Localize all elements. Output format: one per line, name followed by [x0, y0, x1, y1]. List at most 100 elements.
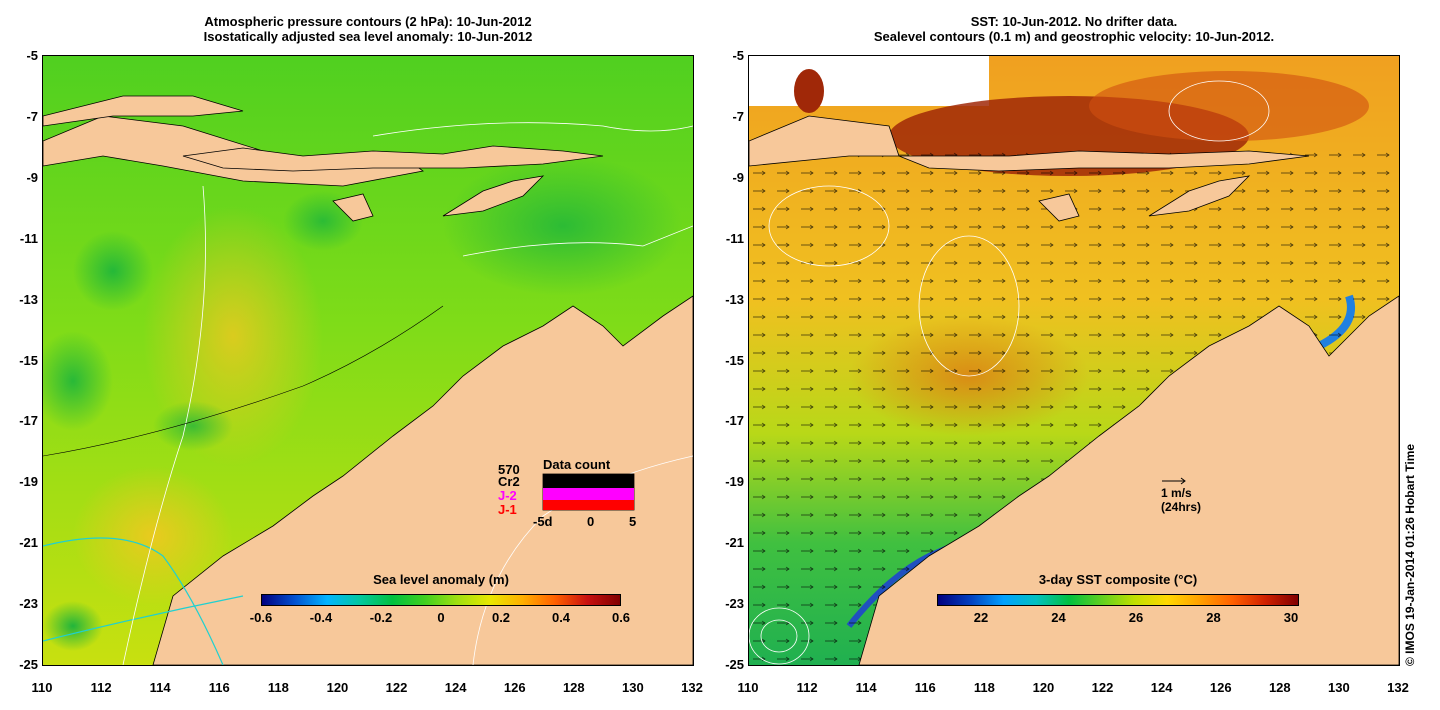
- x-axis-tick-label: 124: [444, 680, 467, 695]
- sst-colorbar-label: 3-day SST composite (°C): [1038, 572, 1198, 587]
- data-count-tick: 5: [629, 514, 637, 529]
- left-title: Atmospheric pressure contours (2 hPa): 1…: [42, 14, 694, 44]
- y-axis-tick-label: -23: [725, 596, 744, 612]
- left-title-line1: Atmospheric pressure contours (2 hPa): 1…: [204, 14, 532, 29]
- data-count-series-j2: J-2: [498, 488, 517, 503]
- velocity-scale-period: (24hrs): [1161, 500, 1202, 514]
- sea-level-contour: [760, 619, 798, 653]
- sst-map-canvas: [749, 56, 1399, 665]
- sst-warm-patch: [794, 69, 824, 113]
- colorbar-tick-label: -0.6: [249, 610, 273, 625]
- colorbar-tick-label: 24: [1051, 610, 1066, 625]
- sea-level-anomaly-map[interactable]: Data count 570 Cr2 J-2 J-1 -5d 0 5 Sea l…: [42, 55, 694, 666]
- data-count-max: 570: [498, 462, 520, 477]
- sea-level-contour: [1168, 80, 1270, 142]
- data-count-tick: -5d: [533, 514, 553, 529]
- sumba-island: [1038, 193, 1080, 222]
- bathymetry-contour: [43, 305, 444, 457]
- borneo-coast: [43, 95, 244, 127]
- sst-colorbar: 3-day SST composite (°C) 22 24 26 28 30: [937, 572, 1299, 642]
- x-axis-tick-label: 130: [1328, 680, 1350, 695]
- y-axis-tick-label: -19: [725, 474, 744, 490]
- x-axis-tick-label: 110: [31, 680, 53, 695]
- x-axis-tick-label: 118: [267, 680, 289, 695]
- lesser-sunda-islands: [898, 150, 1310, 172]
- sea-level-contour: [768, 185, 890, 267]
- y-axis-tick-label: -17: [19, 413, 38, 429]
- y-axis-tick-label: -13: [19, 291, 38, 307]
- x-axis-tick-label: 112: [796, 680, 818, 695]
- colorbar-tick-label: 0.4: [551, 610, 571, 625]
- data-count-inset: [542, 473, 635, 511]
- y-axis-tick-label: -9: [26, 169, 38, 185]
- sst-warm-pool: [1089, 71, 1369, 141]
- y-axis-tick-label: -15: [19, 352, 38, 368]
- y-axis-tick-label: -17: [725, 413, 744, 429]
- colorbar-tick-label: 22: [973, 610, 989, 625]
- colorbar-tick-label: -0.2: [369, 610, 393, 625]
- sla-contour: [122, 185, 206, 665]
- data-count-title: Data count: [543, 457, 611, 472]
- x-axis-tick-label: 126: [503, 680, 526, 695]
- sla-contour: [462, 225, 693, 257]
- colorbar-tick-label: -0.4: [309, 610, 333, 625]
- x-axis-tick-label: 114: [855, 680, 877, 695]
- data-count-tick: 0: [587, 514, 595, 529]
- sst-map[interactable]: 1 m/s (24hrs) 3-day SST composite (°C) 2…: [748, 55, 1400, 666]
- sla-contour: [372, 122, 693, 137]
- no-data-area: [749, 56, 989, 106]
- x-axis-tick-label: 118: [973, 680, 995, 695]
- sla-colorbar-ramp: [261, 594, 621, 606]
- sst-colorbar-ramp: [937, 594, 1299, 606]
- colorbar-tick-label: 0.6: [611, 610, 631, 625]
- y-axis-tick-label: -21: [19, 535, 38, 551]
- x-axis-tick-label: 122: [1091, 680, 1114, 695]
- y-axis-tick-label: -5: [26, 48, 38, 63]
- x-axis-tick-label: 132: [1387, 680, 1409, 695]
- sla-low-anomaly: [43, 601, 103, 651]
- x-axis-tick-label: 126: [1209, 680, 1232, 695]
- timor-island: [1148, 175, 1251, 217]
- sla-low-anomaly: [73, 231, 153, 311]
- y-axis-tick-label: -5: [732, 48, 744, 63]
- sla-high-anomaly: [143, 206, 323, 466]
- colorbar-tick-label: 0: [437, 610, 445, 625]
- x-axis-tick-label: 110: [737, 680, 759, 695]
- sea-level-contour: [749, 607, 810, 665]
- sla-low-anomaly: [43, 331, 113, 431]
- sla-map-canvas: [43, 56, 693, 665]
- y-axis-tick-label: -23: [19, 596, 38, 612]
- sea-level-contour: [918, 235, 1020, 377]
- data-count-series-cr2: Cr2: [498, 474, 520, 489]
- sla-colorbar-label: Sea level anomaly (m): [373, 572, 509, 587]
- y-axis-tick-label: -7: [26, 108, 38, 124]
- y-axis-tick-label: -15: [725, 352, 744, 368]
- pressure-contour: [43, 537, 224, 665]
- right-title-line2: Sealevel contours (0.1 m) and geostrophi…: [873, 29, 1275, 44]
- y-axis-tick-label: -25: [19, 657, 38, 672]
- colorbar-tick-label: 0.2: [491, 610, 511, 625]
- y-axis-tick-label: -9: [732, 169, 744, 185]
- x-axis-tick-label: 132: [681, 680, 703, 695]
- timor-island: [442, 175, 545, 217]
- x-axis-tick-label: 116: [914, 680, 936, 695]
- copyright-notice: © IMOS 19-Jan-2014 01:26 Hobart Time: [1403, 443, 1417, 666]
- x-axis-tick-label: 116: [208, 680, 230, 695]
- sla-high-anomaly-south: [73, 466, 233, 606]
- x-axis-tick-label: 120: [1032, 680, 1055, 695]
- velocity-scale-arrow: [1162, 477, 1186, 485]
- sla-colorbar: Sea level anomaly (m) -0.6 -0.4 -0.2 0 0.2 0.…: [250, 572, 630, 642]
- sla-low-anomaly: [443, 156, 683, 296]
- x-axis-tick-label: 128: [1268, 680, 1291, 695]
- x-axis-tick-label: 130: [622, 680, 644, 695]
- y-axis-tick-label: -19: [19, 474, 38, 490]
- colorbar-tick-label: 30: [1283, 610, 1299, 625]
- x-axis-tick-label: 124: [1150, 680, 1173, 695]
- x-axis-tick-label: 112: [90, 680, 112, 695]
- australia-landmass: [858, 295, 1399, 665]
- sla-low-anomaly: [153, 401, 233, 451]
- right-title: SST: 10-Jun-2012. No drifter data. Seale…: [748, 14, 1400, 44]
- x-axis-tick-label: 122: [385, 680, 408, 695]
- lesser-sunda-islands: [182, 145, 604, 172]
- data-count-series-j1: J-1: [498, 502, 517, 517]
